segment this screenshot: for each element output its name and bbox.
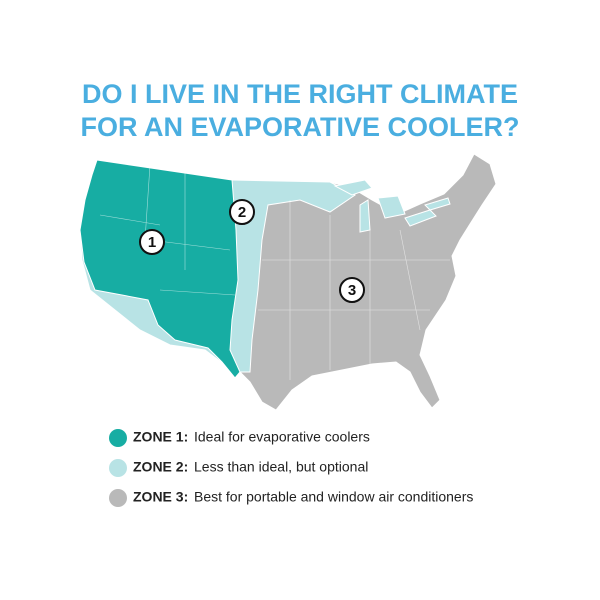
marker (229, 199, 255, 225)
legend-description: Less than ideal, but optional (194, 459, 368, 475)
marker-label: 3 (348, 282, 356, 299)
legend-description: Ideal for evaporative coolers (194, 429, 370, 445)
legend-zone: ZONE 1: (133, 429, 188, 445)
legend-swatch (109, 429, 127, 447)
great-lakes (333, 179, 451, 233)
legend-swatch (109, 489, 127, 507)
title-line: DO I LIVE IN THE RIGHT CLIMATE (82, 79, 518, 109)
legend: ZONE 1: Ideal for evaporative coolers ZO… (109, 429, 473, 507)
state-borders (99, 164, 450, 380)
us-map (79, 153, 497, 411)
legend-zone: ZONE 3: (133, 489, 188, 505)
title-line: FOR AN EVAPORATIVE COOLER? (80, 112, 519, 142)
legend-swatch (109, 459, 127, 477)
legend-description: Best for portable and window air conditi… (194, 489, 473, 505)
zone-1-region (79, 159, 241, 379)
marker (139, 229, 165, 255)
marker-label: 2 (238, 204, 246, 221)
zone-markers: 1 2 3 (139, 199, 365, 303)
legend-zone: ZONE 2: (133, 459, 188, 475)
marker-label: 1 (148, 234, 156, 251)
marker (339, 277, 365, 303)
